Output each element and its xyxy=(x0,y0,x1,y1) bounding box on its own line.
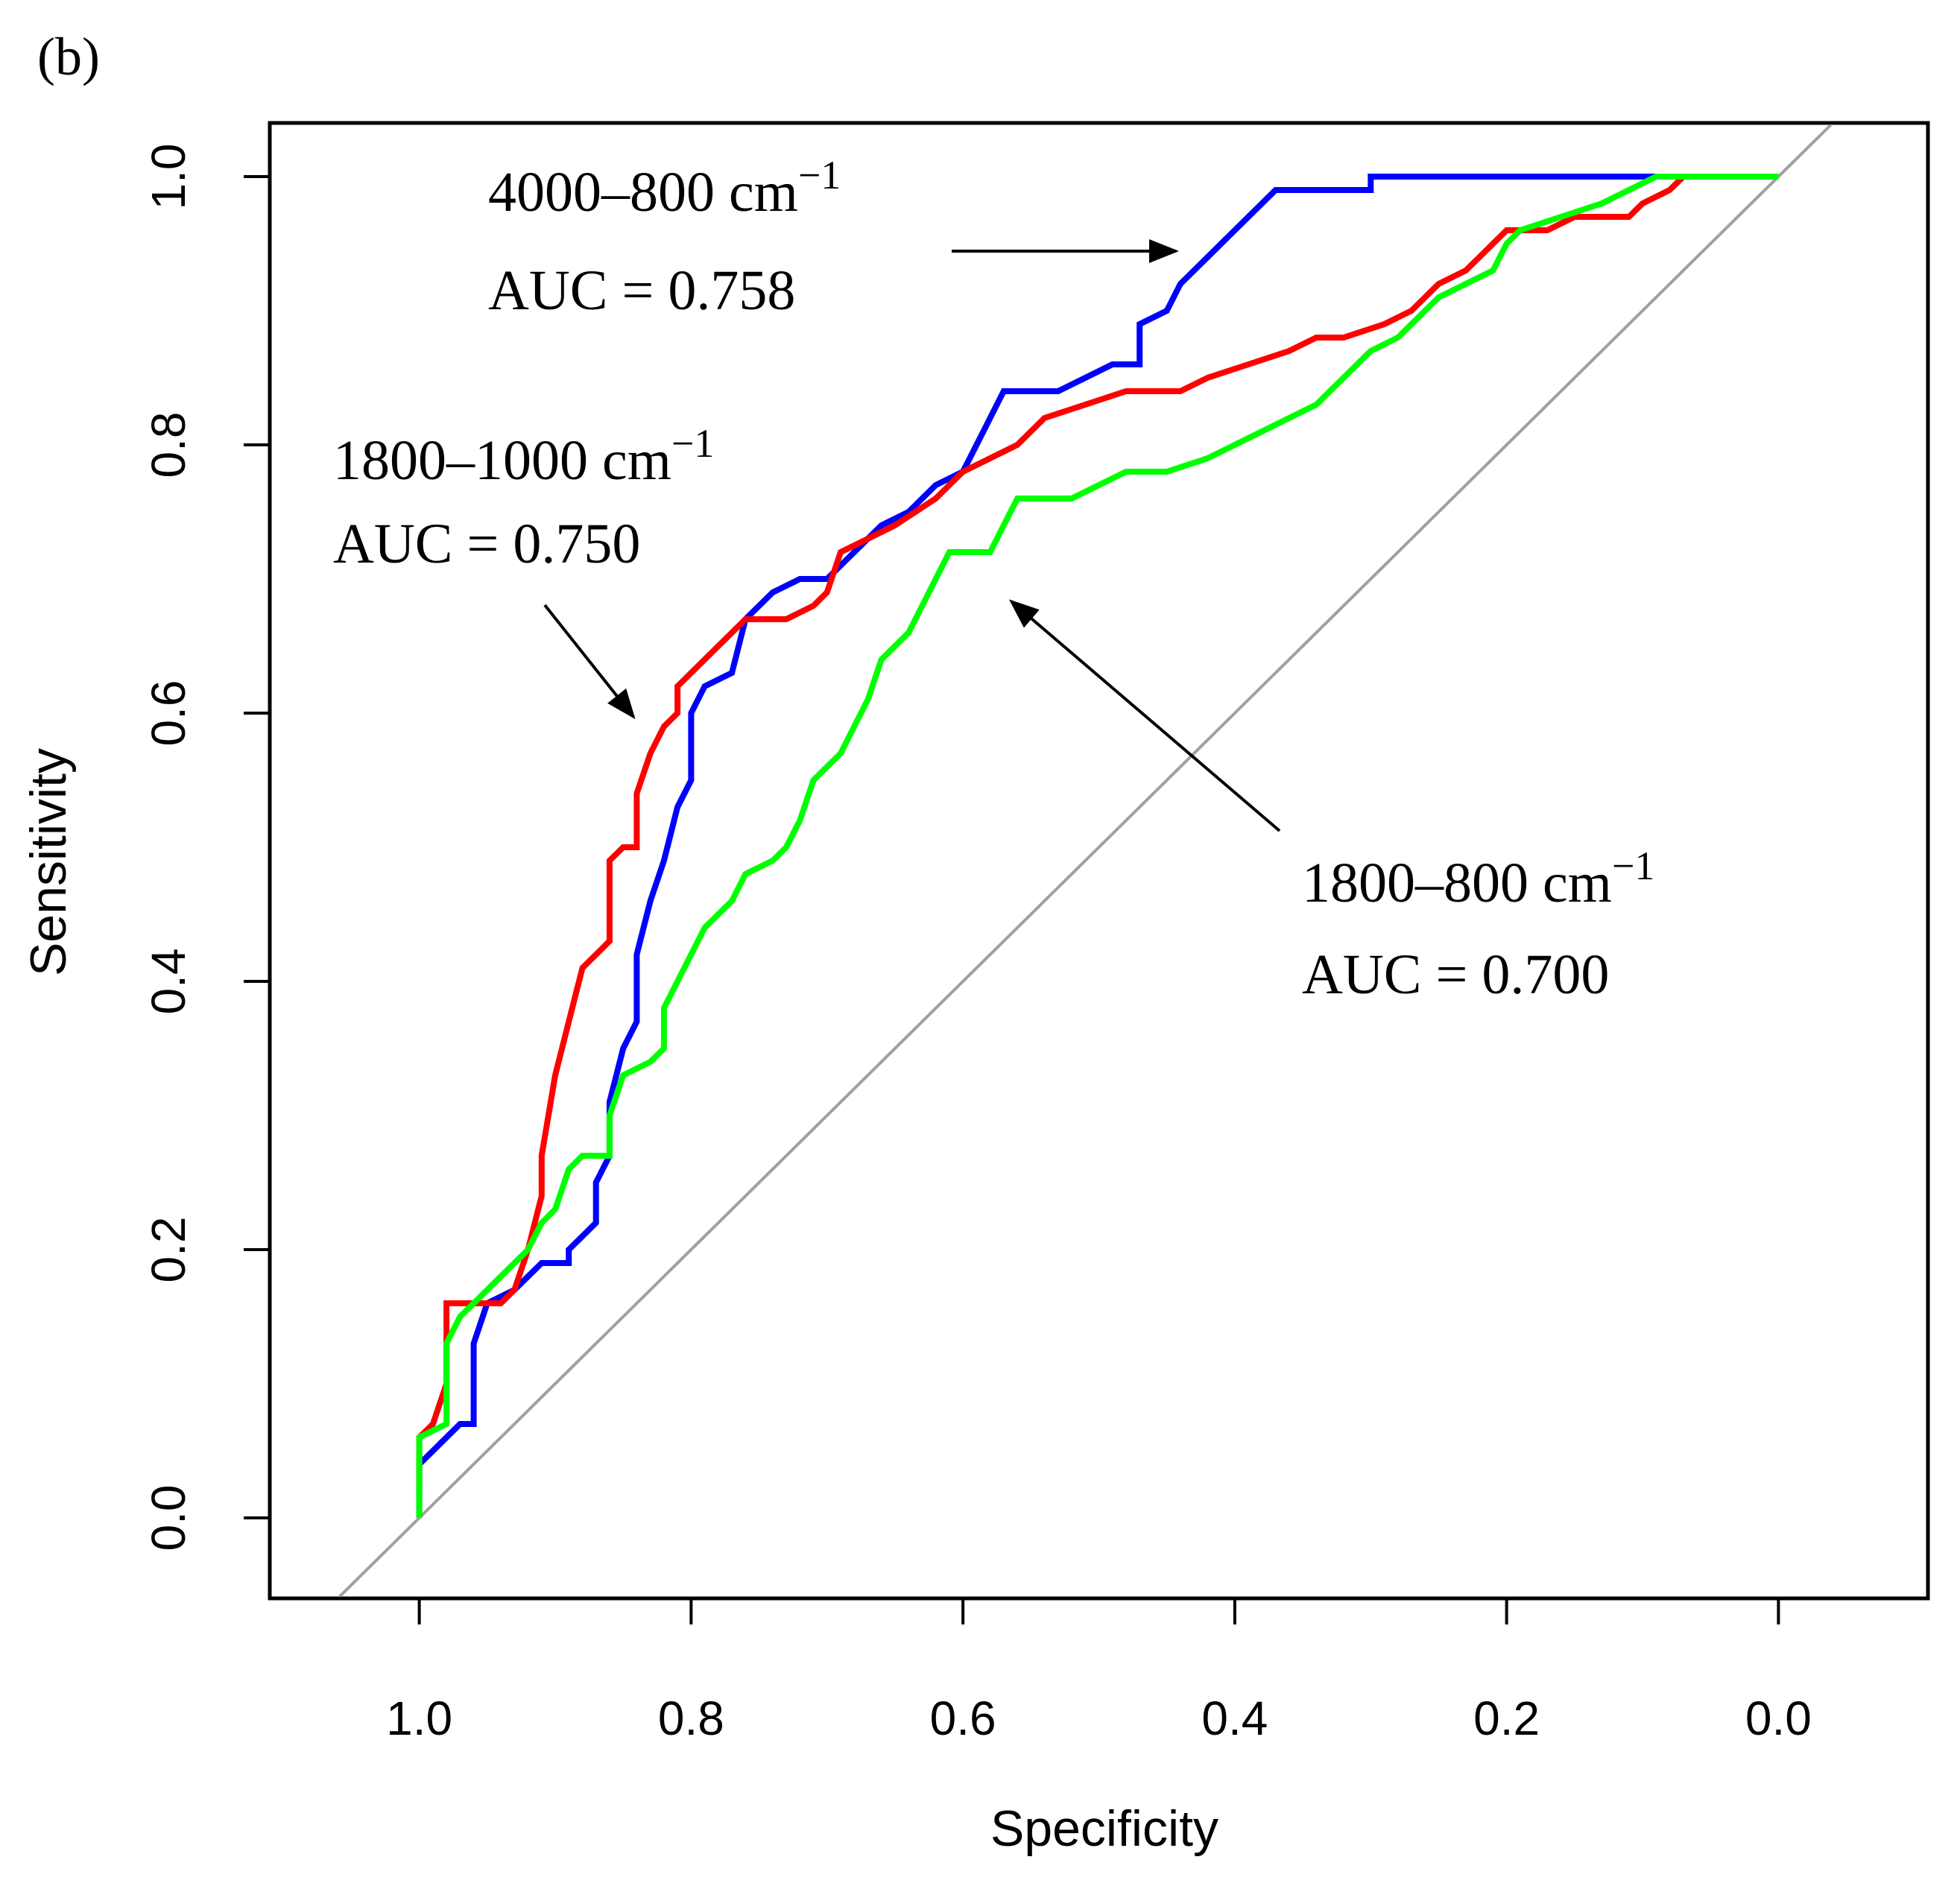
x-tick-label: 0.6 xyxy=(930,1692,996,1745)
annotation-arrow xyxy=(543,604,636,720)
annotation-range-label: 4000–800 cm−1 xyxy=(488,153,841,224)
x-tick-label: 0.0 xyxy=(1745,1692,1812,1745)
roc-curve-series-1 xyxy=(416,174,1711,1491)
y-tick-label: 0.2 xyxy=(142,1217,195,1283)
reference-diagonal-line xyxy=(337,124,1834,1597)
y-tick-label: 0.6 xyxy=(142,680,195,747)
annotation-range-label: 1800–1000 cm−1 xyxy=(333,421,714,492)
x-tick-label: 1.0 xyxy=(386,1692,452,1745)
x-axis-title: Specificity xyxy=(990,1800,1218,1857)
x-tick-label: 0.2 xyxy=(1473,1692,1540,1745)
y-axis-title: Sensitivity xyxy=(20,748,77,976)
y-tick-label: 1.0 xyxy=(142,144,195,210)
y-tick-label: 0.4 xyxy=(142,949,195,1015)
panel-label: (b) xyxy=(37,27,100,86)
annotation-range-label: 1800–800 cm−1 xyxy=(1302,844,1654,914)
annotation-1800-800: 1800–800 cm−1 AUC = 0.700 xyxy=(1008,599,1654,1006)
roc-curve-series-2 xyxy=(416,174,1779,1518)
y-tick-label: 0.8 xyxy=(142,412,195,478)
roc-curve-series-0 xyxy=(416,174,1725,1518)
plot-frame xyxy=(268,121,1930,1601)
annotation-arrow xyxy=(1008,599,1281,832)
annotation-auc-label: AUC = 0.700 xyxy=(1302,943,1609,1006)
x-tick-label: 0.8 xyxy=(658,1692,724,1745)
y-tick-label: 0.0 xyxy=(142,1485,195,1551)
annotation-auc-label: AUC = 0.750 xyxy=(333,513,640,575)
x-tick-label: 0.4 xyxy=(1201,1692,1268,1745)
annotation-1800-1000: 1800–1000 cm−1 AUC = 0.750 xyxy=(333,421,714,720)
annotation-auc-label: AUC = 0.758 xyxy=(488,259,795,322)
annotation-4000-800: 4000–800 cm−1 AUC = 0.758 xyxy=(488,153,1179,322)
